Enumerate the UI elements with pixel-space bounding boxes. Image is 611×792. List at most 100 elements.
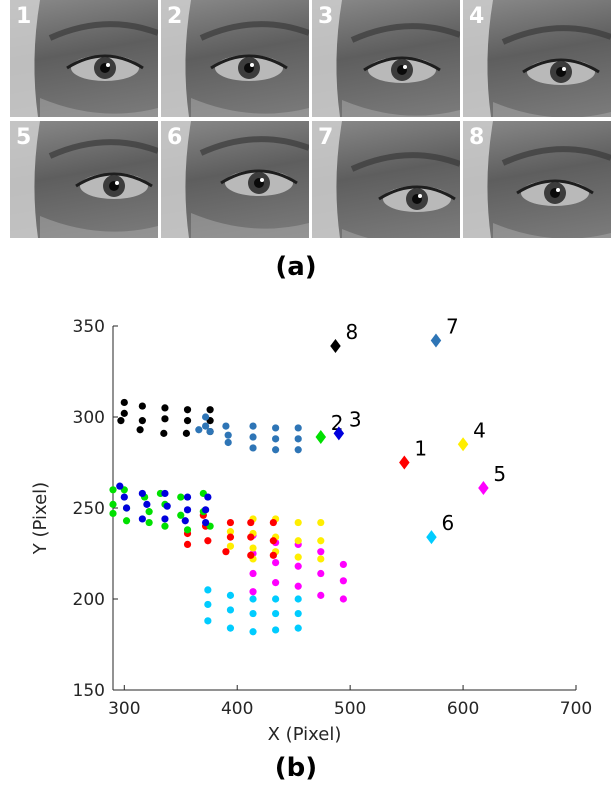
x-tick-label: 300 [108, 699, 140, 719]
target-marker [330, 339, 341, 354]
gaze-point [294, 518, 302, 527]
gaze-point [269, 537, 277, 545]
gaze-point [317, 591, 325, 599]
gaze-point [226, 606, 235, 614]
x-tick-label: 700 [560, 699, 592, 719]
target-marker-label: 8 [345, 320, 358, 344]
gaze-point [226, 624, 235, 632]
gaze-point [272, 579, 280, 587]
gaze-point [272, 609, 280, 618]
gaze-point [138, 402, 146, 410]
gaze-point [161, 404, 169, 412]
gaze-point [109, 486, 117, 494]
gaze-point [294, 424, 302, 432]
gaze-point [247, 518, 255, 527]
eye-image [161, 0, 309, 117]
gaze-point [204, 537, 212, 545]
gaze-point [249, 444, 257, 452]
gaze-point [294, 553, 302, 561]
gaze-point [183, 526, 192, 534]
gaze-point [249, 595, 257, 603]
target-marker-label: 4 [473, 418, 486, 442]
photo-label: 1 [16, 4, 32, 29]
photo-label: 8 [469, 125, 485, 150]
gaze-point [117, 417, 125, 425]
gaze-point [249, 588, 257, 596]
gaze-point [294, 582, 302, 590]
y-tick-label: 200 [73, 590, 105, 610]
gaze-point [226, 528, 235, 536]
gaze-point [249, 609, 257, 618]
gaze-point [294, 609, 302, 618]
photo-label: 5 [16, 125, 32, 150]
x-tick-label: 500 [334, 699, 366, 719]
gaze-point [120, 409, 128, 417]
eye-photo: 5 [10, 121, 158, 238]
gaze-point [269, 551, 277, 559]
photo-label: 3 [318, 4, 334, 29]
y-tick-label: 300 [73, 408, 105, 428]
eye-photo: 1 [10, 0, 158, 117]
target-marker-label: 7 [446, 315, 459, 339]
gaze-point [317, 548, 325, 556]
gaze-point [247, 533, 255, 541]
target-marker [426, 530, 437, 545]
gaze-point [116, 482, 124, 490]
target-marker [457, 437, 469, 452]
gaze-point [272, 435, 280, 443]
panel-a-caption: (a) [275, 252, 317, 282]
target-marker [315, 430, 327, 445]
gaze-point [249, 544, 257, 552]
gaze-point [195, 426, 203, 434]
gaze-point [182, 429, 191, 437]
gaze-point [339, 595, 347, 603]
gaze-point [161, 515, 169, 523]
gaze-point [161, 415, 169, 423]
panel-b-caption: (b) [274, 753, 318, 783]
eye-image [10, 0, 158, 117]
photo-label: 6 [167, 125, 183, 150]
gaze-point [145, 508, 153, 516]
target-marker-label: 1 [414, 437, 427, 461]
gaze-point [317, 537, 325, 545]
gaze-point [272, 446, 280, 454]
gaze-point [109, 500, 117, 508]
target-marker [333, 426, 345, 441]
gaze-point [272, 559, 280, 567]
gaze-point [249, 433, 257, 441]
eye-image [463, 121, 611, 238]
gaze-point [294, 562, 302, 570]
target-marker-label: 6 [441, 511, 454, 535]
gaze-point [138, 417, 146, 425]
gaze-point [294, 595, 302, 603]
gaze-point [272, 424, 280, 432]
gaze-point [226, 518, 235, 527]
gaze-point [206, 427, 214, 436]
eye-image [161, 121, 309, 238]
gaze-point [224, 431, 232, 439]
eye-photo: 8 [463, 121, 611, 238]
gaze-point [294, 435, 302, 443]
gaze-point [136, 426, 144, 434]
gaze-point [247, 551, 255, 559]
gaze-point [183, 540, 192, 548]
y-tick-label: 250 [73, 499, 105, 519]
gaze-point [294, 446, 302, 454]
gaze-point [204, 617, 212, 625]
gaze-point [202, 518, 210, 527]
gaze-point [339, 560, 347, 569]
gaze-point [317, 518, 325, 527]
gaze-point [138, 489, 146, 498]
gaze-point [249, 422, 257, 430]
gaze-point [226, 591, 235, 599]
target-marker [478, 480, 489, 495]
gaze-point [183, 493, 192, 501]
eye-photo: 7 [312, 121, 460, 238]
gaze-point [269, 518, 277, 527]
gaze-point [206, 406, 214, 414]
gaze-point [163, 502, 171, 510]
gaze-point [183, 406, 192, 414]
gaze-point [183, 417, 192, 425]
x-axis-label: X (Pixel) [268, 724, 342, 745]
eye-image [10, 121, 158, 238]
